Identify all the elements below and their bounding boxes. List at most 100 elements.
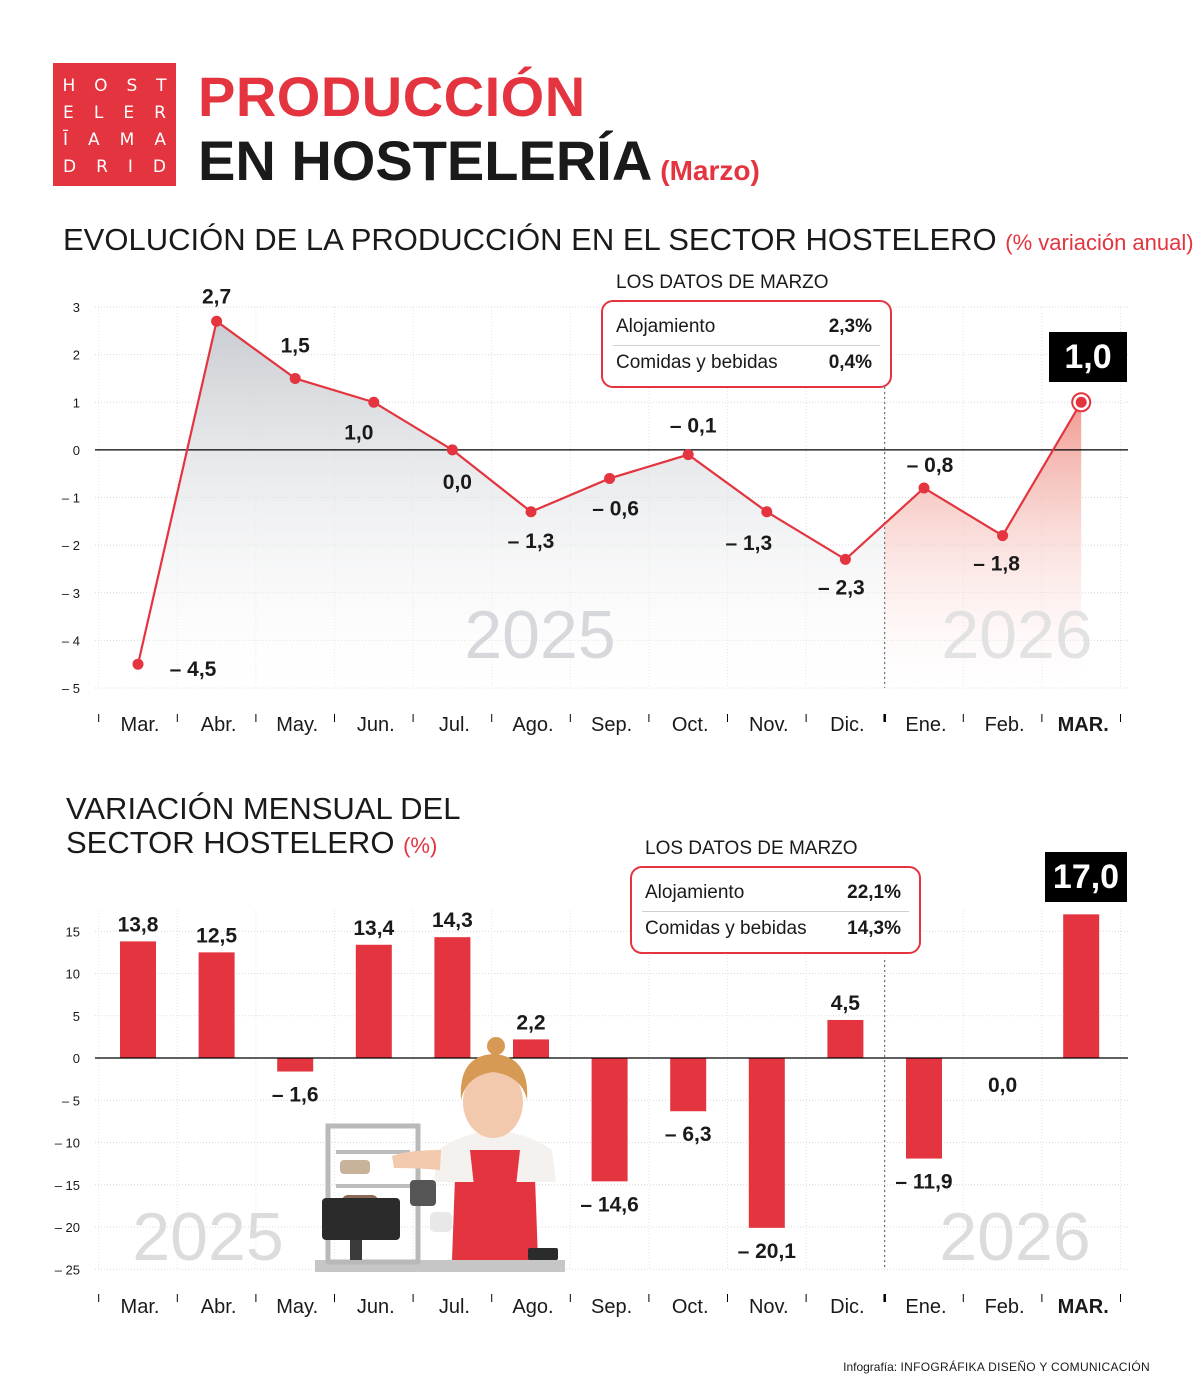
credit-name: INFOGRÁFIKA DISEÑO Y COMUNICACIÓN bbox=[900, 1360, 1150, 1374]
pos-screen bbox=[322, 1198, 400, 1240]
data-point bbox=[918, 482, 930, 494]
x-tick-label: Feb. bbox=[985, 714, 1025, 736]
data-label: – 6,3 bbox=[665, 1123, 712, 1146]
data-label: – 20,1 bbox=[738, 1240, 797, 1263]
page-title-line1: PRODUCCIÓN bbox=[198, 65, 586, 128]
databox-label: Alojamiento bbox=[645, 882, 745, 903]
x-tick-label: MAR. bbox=[1058, 1296, 1109, 1318]
y-tick-label: – 25 bbox=[55, 1262, 80, 1277]
data-point bbox=[368, 396, 380, 408]
data-point bbox=[211, 315, 223, 327]
databox-value: 22,1% bbox=[847, 882, 901, 903]
barista-illustration bbox=[315, 1037, 565, 1272]
year-label-2025: 2025 bbox=[132, 1199, 283, 1275]
data-point bbox=[761, 506, 773, 518]
credit-line: Infografía: INFOGRÁFIKA DISEÑO Y COMUNIC… bbox=[843, 1360, 1150, 1374]
x-tick-label: Dic. bbox=[830, 714, 864, 736]
data-point bbox=[997, 530, 1009, 542]
x-tick-label: Jul. bbox=[439, 1296, 470, 1318]
y-tick-label: 0 bbox=[73, 1051, 80, 1066]
bar bbox=[827, 1019, 864, 1058]
y-tick-label: 10 bbox=[66, 967, 80, 982]
x-tick-label: Sep. bbox=[591, 1296, 632, 1318]
data-label: 13,8 bbox=[118, 913, 159, 936]
data-point bbox=[446, 444, 458, 456]
data-label: – 0,1 bbox=[670, 415, 717, 438]
databox-label: Alojamiento bbox=[616, 316, 716, 337]
bar bbox=[277, 1058, 314, 1072]
x-tick-label: Dic. bbox=[830, 1296, 864, 1318]
section1-unit: (% variación anual) bbox=[1005, 230, 1194, 255]
y-tick-label: 3 bbox=[73, 300, 80, 315]
data-label: – 1,3 bbox=[508, 530, 555, 553]
y-tick-label: – 2 bbox=[62, 538, 80, 553]
bar bbox=[513, 1039, 549, 1058]
bar bbox=[120, 941, 156, 1058]
x-tick-label: Mar. bbox=[121, 714, 160, 736]
data-point bbox=[289, 372, 301, 384]
barista-hair-bun bbox=[487, 1037, 505, 1055]
data-label: 2,7 bbox=[202, 285, 231, 308]
y-tick-label: – 4 bbox=[62, 633, 80, 648]
x-tick-label: Mar. bbox=[121, 1296, 160, 1318]
data-label: – 0,8 bbox=[907, 454, 954, 477]
credit-prefix: Infografía: bbox=[843, 1360, 898, 1374]
y-tick-label: 2 bbox=[73, 348, 80, 363]
data-label: 1,0 bbox=[344, 421, 373, 444]
databox-separator bbox=[642, 911, 909, 912]
x-tick-label: Ene. bbox=[905, 1296, 946, 1318]
data-label: 0,0 bbox=[988, 1074, 1017, 1097]
bar bbox=[591, 1058, 628, 1182]
bar bbox=[670, 1058, 707, 1112]
area-2025 bbox=[138, 321, 885, 688]
section2-databox-row-1: Alojamiento 22,1% bbox=[645, 882, 901, 904]
data-label: 1,5 bbox=[281, 334, 311, 357]
section1-title: EVOLUCIÓN DE LA PRODUCCIÓN EN EL SECTOR … bbox=[63, 222, 1194, 258]
data-label: – 4,5 bbox=[170, 658, 217, 681]
y-tick-label: – 5 bbox=[62, 681, 80, 696]
data-label: – 0,6 bbox=[592, 497, 639, 520]
databox-value: 2,3% bbox=[828, 316, 872, 337]
year-label-2025: 2025 bbox=[464, 597, 615, 673]
bar bbox=[748, 1058, 785, 1228]
page-title-line2-text: EN HOSTELERÍA bbox=[198, 129, 653, 192]
section2-march-value: 17,0 bbox=[1045, 852, 1127, 902]
section2-title-line2: SECTOR HOSTELERO bbox=[66, 825, 395, 860]
y-tick-label: – 5 bbox=[62, 1093, 80, 1108]
pos-stand bbox=[350, 1240, 362, 1260]
page-title-line2: EN HOSTELERÍA (Marzo) bbox=[198, 128, 760, 193]
year-label-2026: 2026 bbox=[941, 597, 1092, 673]
data-label: 12,5 bbox=[196, 924, 237, 947]
x-tick-label: Abr. bbox=[201, 714, 237, 736]
section1-march-value: 1,0 bbox=[1049, 332, 1127, 382]
databox-value: 14,3% bbox=[847, 918, 901, 939]
y-tick-label: 0 bbox=[73, 443, 80, 458]
bar bbox=[198, 952, 235, 1058]
x-tick-label: Oct. bbox=[672, 714, 709, 736]
x-tick-label: Oct. bbox=[672, 1296, 709, 1318]
x-tick-label: Feb. bbox=[985, 1296, 1025, 1318]
y-tick-label: – 10 bbox=[55, 1136, 80, 1151]
bar bbox=[355, 944, 392, 1058]
data-point bbox=[525, 506, 537, 518]
x-tick-label: Jun. bbox=[357, 1296, 395, 1318]
x-tick-label: Jul. bbox=[439, 714, 470, 736]
section1-databox: Alojamiento 2,3% Comidas y bebidas 0,4% bbox=[601, 300, 892, 388]
x-tick-label: Jun. bbox=[357, 714, 395, 736]
bar-chart-monthly: 2025 2026 13,8 12,5 – 1,6 13,4 14,3 2,2 – 14,6 –… bbox=[55, 909, 1128, 1318]
section1-databox-title: LOS DATOS DE MARZO bbox=[616, 272, 829, 293]
data-label: – 1,6 bbox=[272, 1084, 319, 1107]
section1-databox-row-2: Comidas y bebidas 0,4% bbox=[616, 352, 872, 374]
x-tick-label: Nov. bbox=[749, 714, 789, 736]
data-label: 2,2 bbox=[516, 1011, 545, 1034]
section2-databox-title: LOS DATOS DE MARZO bbox=[645, 838, 858, 859]
bar bbox=[906, 1058, 942, 1159]
data-label: 4,5 bbox=[831, 992, 861, 1015]
y-tick-label: – 20 bbox=[55, 1220, 80, 1235]
databox-label: Comidas y bebidas bbox=[616, 352, 778, 373]
area-2026 bbox=[884, 402, 1082, 688]
page-subtitle: (Marzo) bbox=[660, 155, 760, 186]
